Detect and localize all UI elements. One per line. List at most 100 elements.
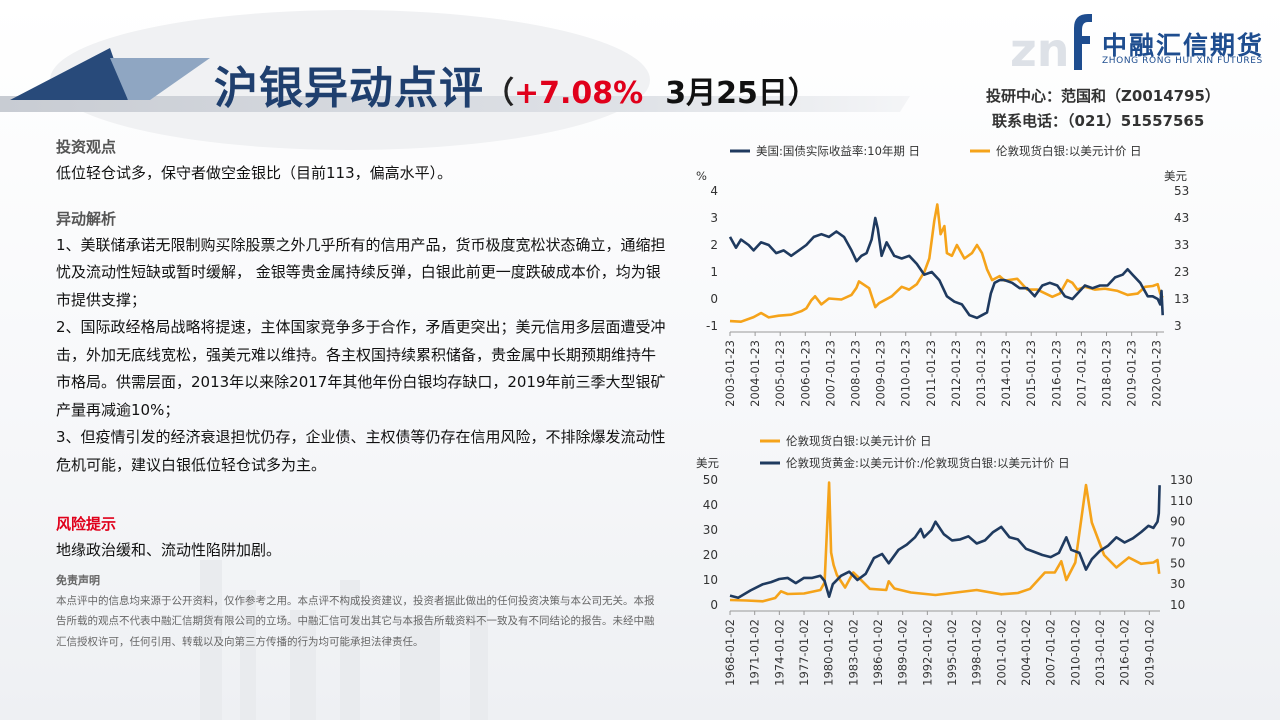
left-tick-label: 30 — [703, 523, 718, 537]
x-tick-label: 2018-01-23 — [1100, 340, 1114, 407]
x-tick-label: 2008-01-23 — [849, 340, 863, 407]
x-tick-label: 2007-01-23 — [823, 340, 837, 407]
company-logo: 中融汇信期货 ZHONG RONG HUI XIN FUTURES — [1066, 12, 1266, 72]
risk-heading: 风险提示 — [56, 515, 117, 533]
x-tick-label: 2013-01-23 — [974, 340, 988, 407]
left-tick-label: 4 — [710, 184, 718, 198]
view-heading: 投资观点 — [56, 138, 117, 156]
x-tick-label: 1968-01-02 — [723, 619, 737, 686]
x-tick-label: 2013-01-02 — [1093, 619, 1107, 686]
series-line — [728, 216, 1164, 320]
x-tick-label: 2005-01-23 — [773, 340, 787, 407]
x-tick-label: 1995-01-02 — [945, 619, 959, 686]
f-logo-icon — [1074, 14, 1092, 70]
right-axis-unit: 美元 — [1164, 169, 1187, 183]
analysis-point-2: 2、国际政经格局战略将提速，主体国家竞争多于合作，矛盾更突出；美元信用多层面遭受… — [56, 318, 666, 419]
legend-label: 伦敦现货白银:以美元计价 日 — [996, 144, 1142, 158]
skyline-watermark — [200, 560, 488, 720]
left-tick-label: 40 — [703, 498, 718, 512]
x-tick-label: 2004-01-02 — [1019, 619, 1033, 686]
left-tick-label: 20 — [703, 548, 718, 562]
disclaimer-text: 本点评中的信息均来源于公开资料，仅作参考之用。本点评不构成投资建议，投资者据此做… — [56, 594, 655, 648]
disclaimer-heading: 免责声明 — [56, 573, 100, 587]
x-tick-label: 2019-01-02 — [1142, 619, 1156, 686]
x-tick-label: 1989-01-02 — [896, 619, 910, 686]
risk-text: 地缘政治缓和、流动性陷阱加剧。 — [56, 541, 282, 559]
logo-name-en: ZHONG RONG HUI XIN FUTURES — [1102, 56, 1263, 66]
contact-info: 投研中心：范国和（Z0014795） 联系电话：（021）51557565 — [986, 84, 1220, 134]
right-tick-label: 110 — [1170, 494, 1193, 508]
x-tick-label: 2003-01-23 — [723, 340, 737, 407]
analysis-point-3: 3、但疫情引发的经济衰退担忧仍存，企业债、主权债等仍存在信用风险，不排除爆发流动… — [56, 428, 666, 474]
right-tick-label: 130 — [1170, 473, 1193, 487]
right-tick-label: 33 — [1174, 238, 1189, 252]
right-tick-label: 3 — [1174, 319, 1182, 333]
left-tick-label: 1 — [710, 265, 718, 279]
x-tick-label: 1977-01-02 — [797, 619, 811, 686]
title-text: 沪银异动点评 — [214, 63, 484, 114]
left-tick-label: 0 — [710, 292, 718, 306]
right-tick-label: 50 — [1170, 556, 1185, 570]
x-tick-label: 2017-01-23 — [1074, 340, 1088, 407]
logo-name: 中融汇信期货 — [1102, 31, 1265, 60]
x-tick-label: 2019-01-23 — [1125, 340, 1139, 407]
right-tick-label: 10 — [1170, 598, 1185, 612]
header-triangle-light — [110, 58, 210, 100]
x-tick-label: 1986-01-02 — [871, 619, 885, 686]
page-title: 沪银异动点评 （ +7.08% 3月25日） — [214, 52, 818, 114]
analysis-point-1: 1、美联储承诺无限制购买除股票之外几乎所有的信用产品，货币极度宽松状态确立，通缩… — [56, 235, 666, 309]
x-tick-label: 1980-01-02 — [822, 619, 836, 686]
x-tick-label: 2004-01-23 — [748, 340, 762, 407]
left-tick-label: 0 — [710, 598, 718, 612]
x-tick-label: 2009-01-23 — [874, 340, 888, 407]
x-tick-label: 2014-01-23 — [999, 340, 1013, 407]
x-tick-label: 2012-01-23 — [949, 340, 963, 407]
view-text: 低位轻仓试多，保守者做空金银比（目前113，偏高水平）。 — [56, 164, 453, 182]
left-axis-unit: 美元 — [696, 456, 719, 470]
x-tick-label: 2001-01-02 — [994, 619, 1008, 686]
x-tick-label: 2016-01-02 — [1118, 619, 1132, 686]
map-watermark — [50, 10, 650, 150]
header-triangle-dark — [10, 48, 128, 100]
right-tick-label: 30 — [1170, 577, 1185, 591]
logo-watermark: zn — [1010, 23, 1070, 77]
legend-label: 美国:国债实际收益率:10年期 日 — [756, 144, 920, 158]
phone-line: 联系电话：（021）51557565 — [992, 112, 1205, 130]
right-tick-label: 13 — [1174, 292, 1189, 306]
left-tick-label: 50 — [703, 473, 718, 487]
chart-silver-vs-ratio: 伦敦现货白银:以美元计价 日伦敦现货黄金:以美元计价:/伦敦现货白银:以美元计价… — [696, 434, 1193, 686]
x-tick-label: 2020-01-23 — [1150, 340, 1164, 407]
legend-label: 伦敦现货白银:以美元计价 日 — [786, 434, 932, 448]
left-tick-label: 10 — [703, 573, 718, 587]
x-tick-label: 2007-01-02 — [1044, 619, 1058, 686]
left-tick-label: 2 — [710, 238, 718, 252]
right-tick-label: 53 — [1174, 184, 1189, 198]
series-line — [729, 485, 1161, 599]
title-paren: （ — [484, 76, 514, 111]
x-tick-label: 1974-01-02 — [772, 619, 786, 686]
legend-label: 伦敦现货黄金:以美元计价:/伦敦现货白银:以美元计价 日 — [786, 456, 1070, 470]
header-band — [0, 96, 910, 112]
title-date: 3月25日） — [665, 76, 818, 111]
price-change: +7.08% — [514, 76, 644, 111]
analyst-line: 投研中心：范国和（Z0014795） — [986, 87, 1220, 105]
x-tick-label: 1983-01-02 — [846, 619, 860, 686]
analysis-heading: 异动解析 — [56, 209, 117, 228]
x-tick-label: 2010-01-02 — [1068, 619, 1082, 686]
x-tick-label: 1971-01-02 — [748, 619, 762, 686]
x-tick-label: 2011-01-23 — [924, 340, 938, 407]
commentary: 投资观点 低位轻仓试多，保守者做空金银比（目前113，偏高水平）。 异动解析 1… — [56, 134, 666, 652]
chart-yield-vs-silver: 美国:国债实际收益率:10年期 日伦敦现货白银:以美元计价 日% 美元43210-… — [696, 144, 1189, 407]
right-tick-label: 70 — [1170, 536, 1185, 550]
series-line — [729, 203, 1164, 323]
x-tick-label: 2006-01-23 — [798, 340, 812, 407]
left-tick-label: -1 — [706, 319, 718, 333]
x-tick-label: 2010-01-23 — [899, 340, 913, 407]
right-tick-label: 90 — [1170, 515, 1185, 529]
right-tick-label: 23 — [1174, 265, 1189, 279]
x-tick-label: 1998-01-02 — [970, 619, 984, 686]
x-tick-label: 2015-01-23 — [1024, 340, 1038, 407]
series-line — [729, 481, 1161, 603]
